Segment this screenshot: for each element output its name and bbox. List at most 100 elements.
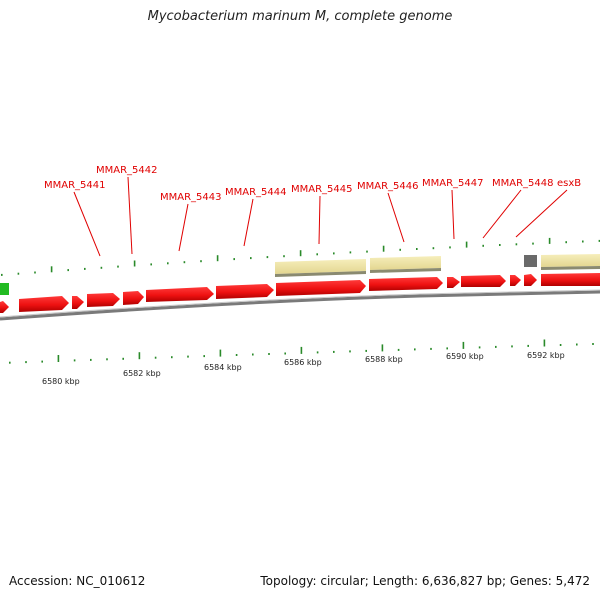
kbp-tick-label: 6582 kbp	[123, 369, 161, 378]
minor-tick	[122, 357, 124, 360]
minor-tick	[154, 356, 157, 359]
feature-track	[0, 254, 600, 295]
major-tick	[133, 260, 136, 267]
page-title: Mycobacterium marinum M, complete genome	[147, 9, 453, 24]
minor-tick	[117, 265, 119, 268]
minor-tick	[515, 243, 518, 246]
major-tick	[219, 349, 222, 357]
minor-tick	[511, 345, 513, 348]
minor-tick	[1, 273, 3, 276]
gene-leader-line	[243, 198, 254, 247]
gene-label: MMAR_5447	[422, 178, 484, 189]
minor-tick	[250, 257, 252, 260]
kbp-tick-label: 6590 kbp	[446, 352, 484, 361]
minor-tick	[100, 266, 103, 269]
minor-tick	[9, 361, 11, 364]
minor-tick	[233, 258, 235, 261]
minor-tick	[17, 272, 20, 275]
minor-tick	[449, 246, 451, 249]
major-tick	[57, 355, 60, 362]
minor-tick	[576, 343, 578, 346]
minor-tick	[316, 351, 319, 354]
minor-tick	[235, 354, 238, 356]
minor-tick	[316, 253, 318, 256]
minor-tick	[183, 261, 186, 264]
gene-leader-line	[482, 189, 522, 239]
yellow-feature	[275, 259, 366, 274]
minor-tick	[171, 356, 173, 359]
minor-tick	[365, 349, 367, 352]
minor-tick	[432, 247, 435, 250]
yellow-feature	[370, 256, 441, 270]
gene-arrow	[276, 280, 366, 296]
minor-tick	[482, 244, 484, 247]
gene-leader-line	[127, 176, 133, 255]
dark-feature	[524, 255, 537, 267]
major-tick	[216, 255, 219, 262]
minor-tick	[106, 358, 108, 361]
kbp-tick-label: 6588 kbp	[365, 355, 403, 364]
minor-tick	[414, 348, 416, 351]
yellow-feature-shadow	[370, 268, 441, 273]
accession-text: Accession: NC_010612	[9, 574, 146, 588]
minor-tick	[150, 263, 152, 266]
minor-tick	[499, 244, 501, 246]
gene-label: MMAR_5446	[357, 181, 419, 192]
gene-leader-line	[451, 189, 455, 240]
yellow-feature-shadow	[275, 271, 366, 277]
minor-tick	[399, 248, 401, 251]
minor-tick	[266, 256, 269, 259]
gene-leader-line	[318, 195, 321, 245]
major-tick	[50, 266, 53, 273]
minor-tick	[84, 267, 86, 270]
gene-label: MMAR_5448	[492, 178, 554, 189]
gene-leader-line	[387, 192, 405, 243]
minor-tick	[559, 344, 562, 346]
gene-label: MMAR_5445	[291, 184, 353, 195]
gene-label: MMAR_5443	[160, 192, 222, 203]
minor-tick	[592, 343, 594, 345]
minor-tick	[252, 353, 254, 356]
major-tick	[548, 237, 551, 244]
gene-labels: MMAR_5441 MMAR_5442 MMAR_5443 MMAR_5444 MMAR…	[44, 165, 581, 257]
gene-arrow	[19, 296, 69, 312]
topology-text: Topology: circular; Length: 6,636,827 bp…	[260, 574, 590, 588]
minor-tick	[416, 248, 418, 250]
gene-arrow	[146, 287, 214, 302]
minor-tick	[167, 262, 169, 265]
minor-tick	[73, 359, 76, 362]
minor-tick	[187, 355, 189, 358]
minor-tick	[333, 350, 335, 353]
gene-label: MMAR_5441	[44, 180, 106, 191]
kbp-tick-label: 6580 kbp	[42, 377, 80, 386]
minor-tick	[34, 271, 36, 274]
gene-arrow	[72, 296, 84, 309]
gene-track	[0, 273, 600, 313]
minor-tick	[430, 347, 432, 350]
gene-label: MMAR_5444	[225, 187, 287, 198]
kbp-labels: 6580 kbp 6582 kbp 6584 kbp 6586 kbp 6588 kbp…	[42, 351, 565, 386]
minor-tick	[200, 260, 202, 263]
minor-tick	[90, 358, 92, 361]
gene-label: esxB	[557, 178, 581, 189]
minor-tick	[333, 252, 335, 255]
minor-tick	[25, 361, 27, 364]
lower-tick-row	[9, 339, 594, 364]
minor-tick	[532, 242, 534, 245]
green-feature	[0, 283, 9, 295]
gene-arrow	[87, 293, 120, 307]
kbp-tick-label: 6584 kbp	[204, 363, 242, 372]
minor-tick	[366, 250, 368, 253]
gene-leader-line	[515, 189, 568, 238]
gene-arrow	[461, 275, 506, 287]
minor-tick	[478, 346, 481, 349]
kbp-tick-label: 6586 kbp	[284, 358, 322, 367]
minor-tick	[283, 255, 285, 258]
gene-arrow	[524, 274, 537, 286]
major-tick	[462, 341, 465, 349]
major-tick	[381, 344, 384, 352]
gene-arrow	[123, 291, 144, 305]
gene-arrow	[447, 277, 460, 288]
gene-leader-line	[178, 203, 189, 252]
